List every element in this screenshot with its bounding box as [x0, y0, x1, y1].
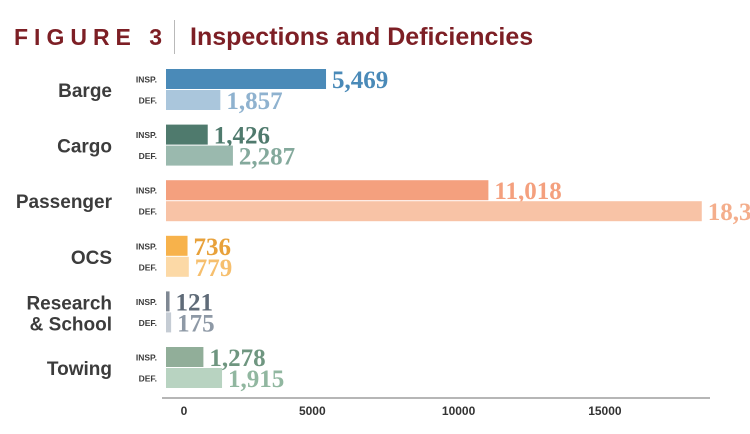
bar: [166, 90, 221, 110]
series-label: INSP.: [136, 241, 157, 251]
x-tick-label: 0: [181, 404, 188, 418]
bar: [166, 312, 172, 333]
value-label: 1,915: [228, 366, 284, 393]
bar: [166, 291, 170, 312]
category-label: & School: [30, 314, 112, 335]
series-label: INSP.: [136, 297, 157, 307]
bar: [166, 368, 223, 388]
bar: [166, 347, 204, 367]
series-label: DEF.: [139, 374, 157, 384]
value-label: 11,018: [494, 178, 561, 205]
title-divider: [174, 20, 175, 54]
category-label: Research: [26, 293, 112, 314]
chart-title: Inspections and Deficiencies: [190, 23, 534, 51]
value-label: 736: [194, 234, 232, 261]
x-tick-label: 10000: [442, 404, 476, 418]
bar: [166, 180, 489, 201]
bar: [166, 69, 327, 89]
category-label: OCS: [71, 248, 112, 269]
figure-label: FIGURE 3: [14, 24, 169, 50]
bar: [166, 235, 188, 256]
series-label: INSP.: [136, 75, 157, 85]
series-label: DEF.: [139, 96, 157, 106]
category-label: Passenger: [16, 192, 113, 213]
series-label: INSP.: [136, 186, 157, 196]
value-label: 18,311: [708, 199, 750, 226]
value-label: 2,287: [239, 144, 295, 171]
value-label: 1,857: [226, 88, 282, 115]
x-tick-label: 15000: [588, 404, 622, 418]
series-label: INSP.: [136, 130, 157, 140]
value-label: 5,469: [332, 67, 388, 94]
category-label: Towing: [47, 359, 112, 380]
value-label: 779: [195, 255, 233, 282]
bar: [166, 145, 233, 166]
category-label: Cargo: [57, 137, 112, 158]
bar: [166, 256, 189, 277]
series-label: DEF.: [139, 318, 157, 328]
series-label: DEF.: [139, 151, 157, 161]
value-label: 1,426: [214, 123, 270, 150]
bar: [166, 201, 702, 222]
series-label: DEF.: [139, 262, 157, 272]
series-label: DEF.: [139, 207, 157, 217]
value-label: 1,278: [209, 345, 265, 372]
x-tick-label: 5000: [299, 404, 326, 418]
bar: [166, 124, 208, 145]
value-label: 175: [177, 310, 215, 337]
category-label: Barge: [58, 81, 112, 102]
series-label: INSP.: [136, 353, 157, 363]
value-label: 121: [176, 289, 214, 316]
